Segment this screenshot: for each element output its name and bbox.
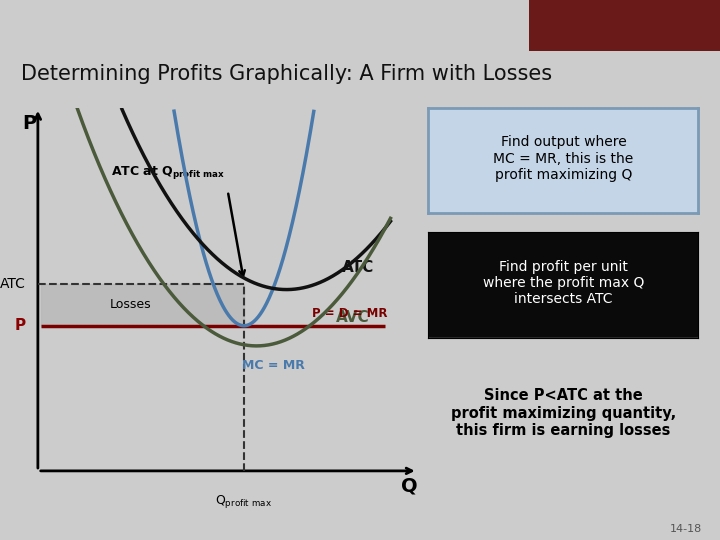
FancyBboxPatch shape <box>529 0 720 51</box>
Text: Determining Profits Graphically: A Firm with Losses: Determining Profits Graphically: A Firm … <box>21 64 552 84</box>
Text: 14-18: 14-18 <box>670 523 702 534</box>
Text: 14: 14 <box>662 10 706 43</box>
FancyBboxPatch shape <box>420 107 706 214</box>
Text: Since P<ATC at the
profit maximizing quantity,
this firm is earning losses: Since P<ATC at the profit maximizing qua… <box>451 388 676 438</box>
Text: P: P <box>22 114 37 133</box>
Text: Losses: Losses <box>110 299 151 312</box>
FancyBboxPatch shape <box>420 231 706 339</box>
Text: Find profit per unit
where the profit max Q
intersects ATC: Find profit per unit where the profit ma… <box>482 260 644 306</box>
Text: Q$_{\mathregular{profit\ max}}$: Q$_{\mathregular{profit\ max}}$ <box>215 492 273 510</box>
Text: P = D = MR: P = D = MR <box>312 307 388 320</box>
Text: Q: Q <box>401 477 418 496</box>
Text: ATC: ATC <box>342 260 374 275</box>
Text: Find output where
MC = MR, this is the
profit maximizing Q: Find output where MC = MR, this is the p… <box>493 136 634 182</box>
Text: ATC at Q$_{\mathregular{profit\ max}}$: ATC at Q$_{\mathregular{profit\ max}}$ <box>111 164 225 180</box>
Text: Perfect Competition: Perfect Competition <box>528 19 639 30</box>
Text: MC = MR: MC = MR <box>243 360 305 373</box>
Text: AVC: AVC <box>336 310 370 326</box>
Text: ATC: ATC <box>0 277 26 291</box>
Text: P: P <box>15 318 26 333</box>
